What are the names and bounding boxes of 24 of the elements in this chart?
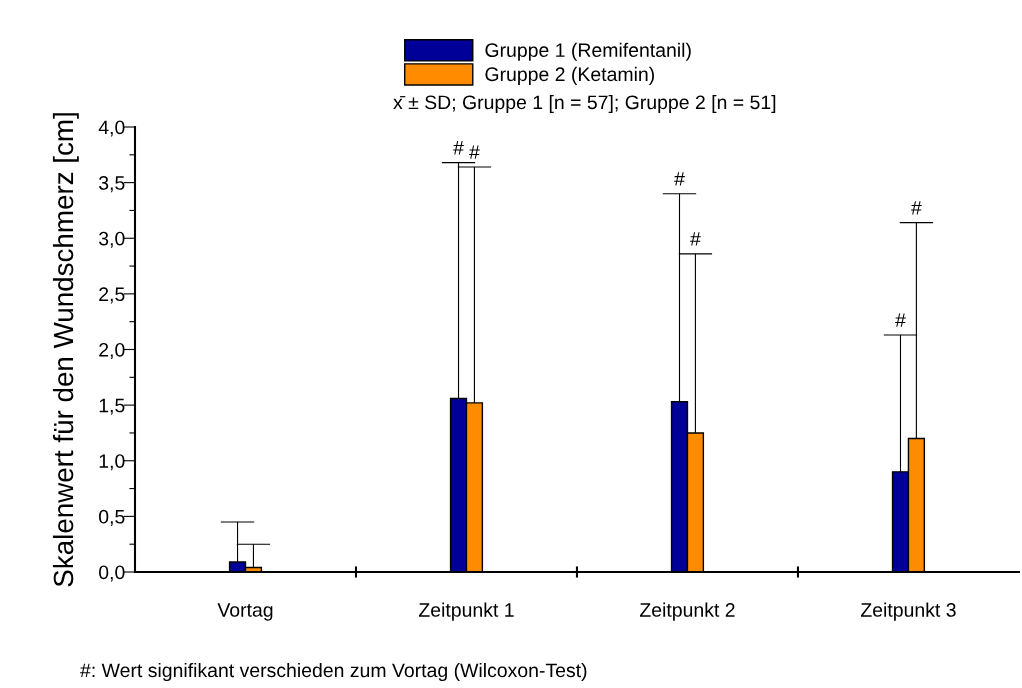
y-tick-label: 1,0 <box>99 454 125 471</box>
y-tick-label: 2,5 <box>99 287 125 304</box>
y-tick-label: 3,0 <box>98 231 125 248</box>
annotation: # <box>453 141 464 155</box>
y-tick-label: 1,5 <box>99 398 125 415</box>
chart-subtitle: x̄ ± SD; Gruppe 1 [n = 57]; Gruppe 2 [n = 51] <box>393 94 776 114</box>
x-tick-label: Vortag <box>217 603 273 621</box>
annotation: # <box>895 313 906 327</box>
y-tick-label: 0,5 <box>99 509 125 526</box>
legend-label: Gruppe 2 (Ketamin) <box>485 66 654 85</box>
y-tick-label: 3,5 <box>98 176 125 193</box>
x-tick-label: Zeitpunkt 2 <box>639 602 735 621</box>
y-axis-title: Skalenwert für den Wundschmerz [cm] <box>52 113 79 587</box>
text: #: Wert signifikant verschieden zum Vortag (Wilcoxon-Test) <box>80 662 587 682</box>
x-tick-label: Zeitpunkt 1 <box>419 602 514 621</box>
annotation: # <box>674 172 685 186</box>
y-tick-label: 0,0 <box>99 565 125 582</box>
y-tick-label: 2,0 <box>99 342 125 360</box>
x-tick-label: Zeitpunkt 3 <box>860 602 956 621</box>
annotation: # <box>690 232 701 246</box>
annotation: # <box>911 201 922 215</box>
legend-label: Gruppe 1 (Remifentanil) <box>485 42 691 61</box>
y-tick-label: 4,0 <box>98 120 125 137</box>
annotation: # <box>469 145 480 159</box>
